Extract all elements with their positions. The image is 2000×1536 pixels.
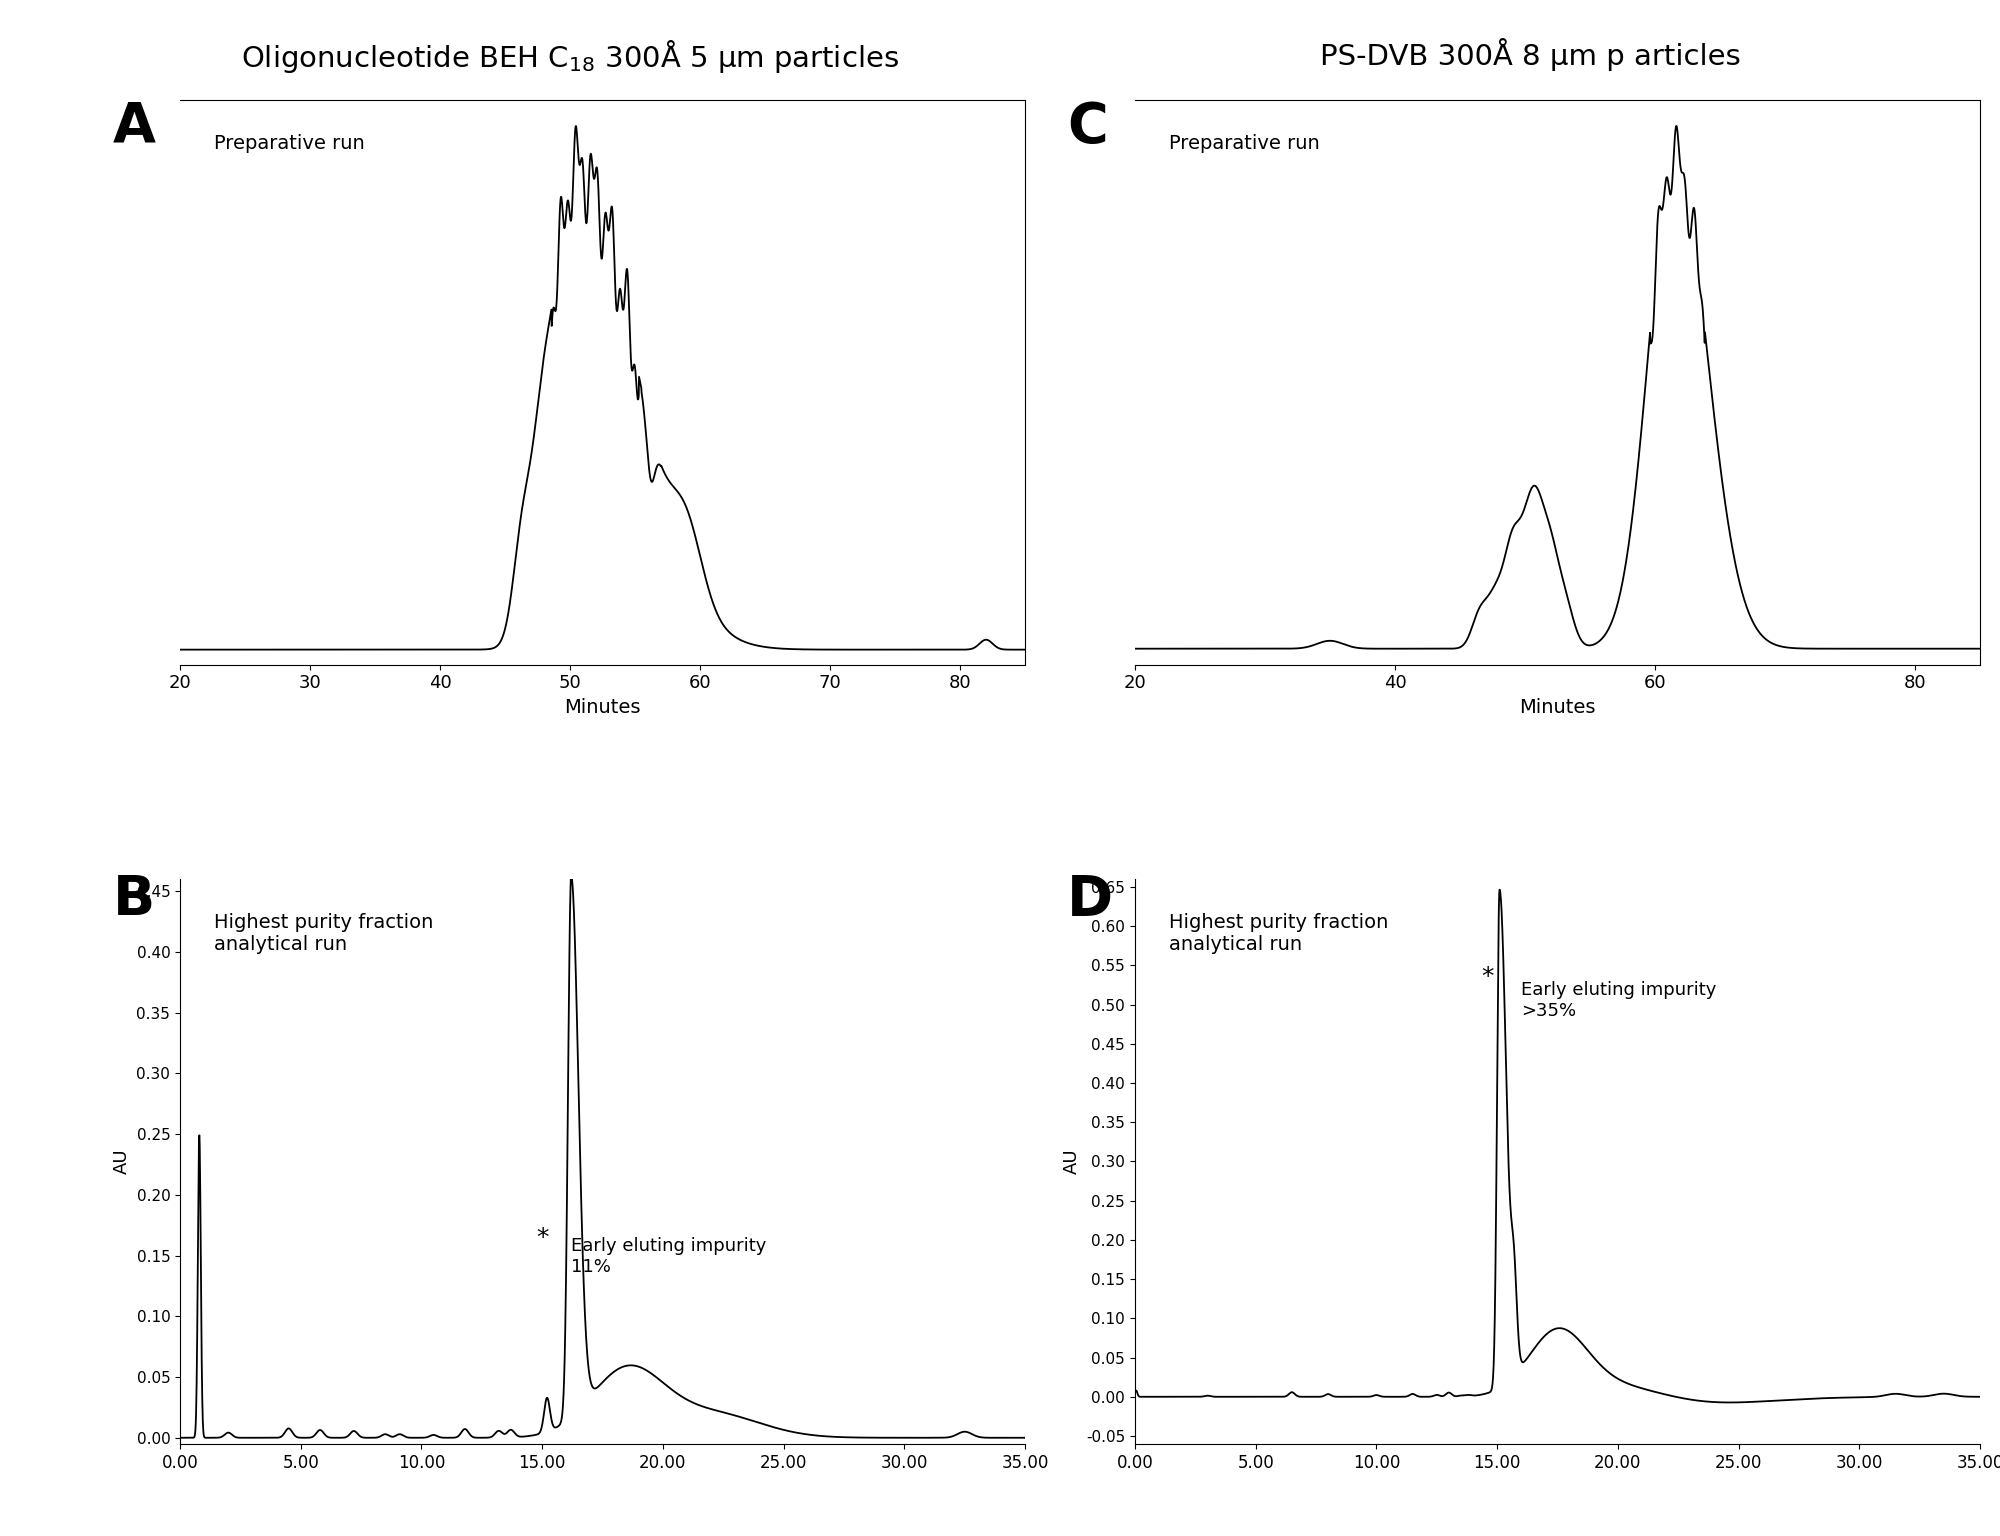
- Text: Highest purity fraction
analytical run: Highest purity fraction analytical run: [214, 912, 434, 954]
- Text: Preparative run: Preparative run: [1168, 134, 1320, 152]
- Text: Oligonucleotide BEH C$_{18}$ 300Å 5 µm particles: Oligonucleotide BEH C$_{18}$ 300Å 5 µm p…: [242, 38, 898, 75]
- X-axis label: Minutes: Minutes: [1520, 697, 1596, 717]
- Text: Highest purity fraction
analytical run: Highest purity fraction analytical run: [1168, 912, 1388, 954]
- Text: *: *: [536, 1226, 548, 1249]
- Y-axis label: AU: AU: [1062, 1149, 1080, 1175]
- Text: D: D: [1068, 874, 1114, 928]
- Y-axis label: AU: AU: [112, 1149, 130, 1175]
- X-axis label: Minutes: Minutes: [564, 697, 640, 717]
- Text: Preparative run: Preparative run: [214, 134, 364, 152]
- Text: C: C: [1068, 100, 1108, 154]
- Text: *: *: [1482, 965, 1494, 989]
- Text: A: A: [112, 100, 156, 154]
- Text: B: B: [112, 874, 154, 928]
- Text: PS-DVB 300Å 8 μm p articles: PS-DVB 300Å 8 μm p articles: [1320, 38, 1740, 71]
- Text: Early eluting impurity
11%: Early eluting impurity 11%: [572, 1238, 766, 1276]
- Text: Early eluting impurity
>35%: Early eluting impurity >35%: [1522, 982, 1716, 1020]
